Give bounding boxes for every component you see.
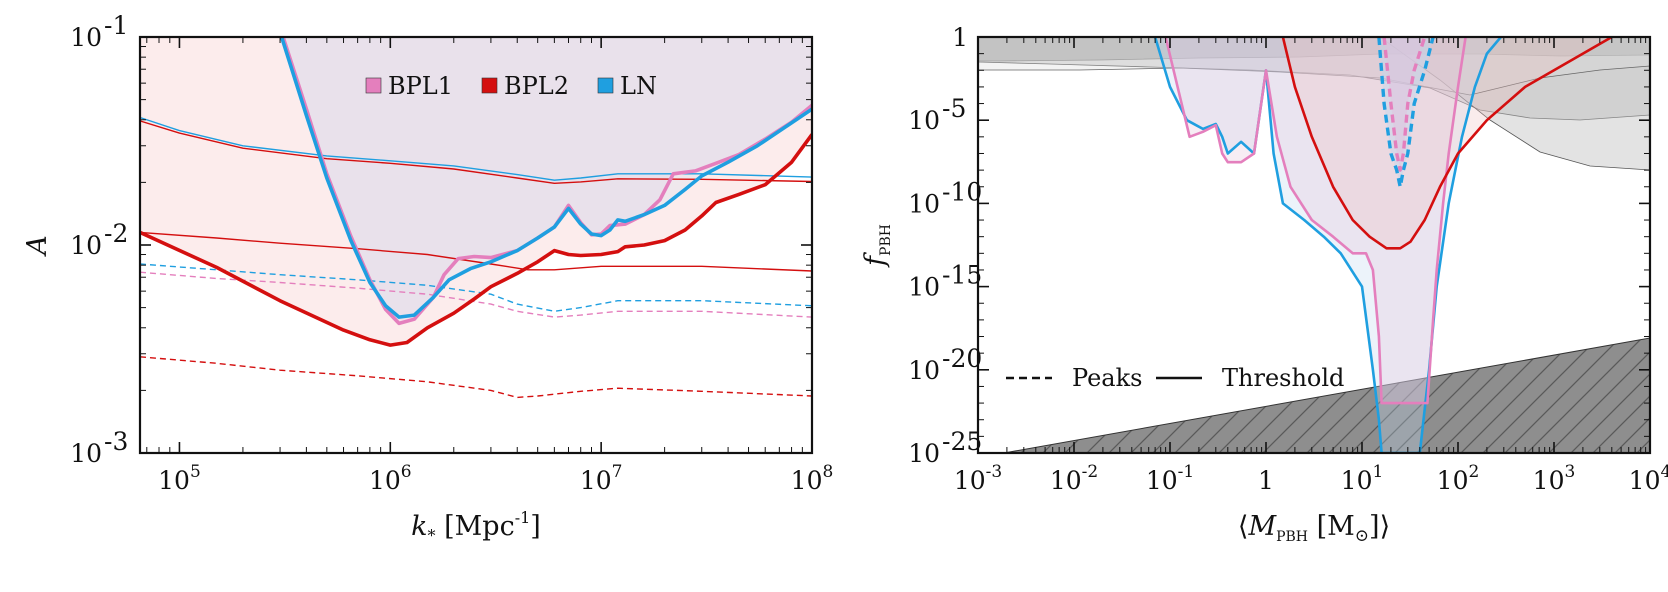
series-bpl1-dashed xyxy=(140,271,812,318)
series-bpl2-dashed xyxy=(140,356,812,399)
right-x-tick-label: 1 xyxy=(1258,466,1274,495)
legend-label-bpl2: BPL2 xyxy=(504,72,569,100)
right-y-tick-label: 10 xyxy=(908,189,940,218)
right-x-tick-label: 103 xyxy=(1533,462,1576,495)
constraint-region-right xyxy=(1379,37,1650,171)
legend-label-bpl1: BPL1 xyxy=(388,72,453,100)
series-bpl1-solid xyxy=(1164,37,1467,405)
series-bpl2-solid xyxy=(1281,37,1615,250)
region-bpl2-solid xyxy=(1282,37,1612,249)
series-bpl2-thin xyxy=(140,231,812,272)
region-bpl1-dashed xyxy=(1384,37,1425,171)
left-plot-area xyxy=(140,37,812,399)
right-y-axis-label: fPBH xyxy=(860,224,894,268)
right-panel: 10-3 10-2 10-1 1 101 102 103 10410-2510-2010-15… xyxy=(860,23,1668,546)
constraint-region-mid xyxy=(978,37,1650,121)
right-y-tick-label: 10 xyxy=(908,273,940,302)
left-x-tick-label: 105 xyxy=(158,462,201,495)
right-x-tick-label: 104 xyxy=(1629,462,1668,495)
left-x-tick-label: 106 xyxy=(369,462,412,495)
left-y-axis-label: A xyxy=(22,235,53,258)
right-x-tick-label: 10-3 xyxy=(954,462,1002,495)
left-y-tick-exponent: -2 xyxy=(104,219,128,248)
series-ln-thick xyxy=(279,37,812,319)
region-ln-dashed xyxy=(1378,37,1434,187)
left-series-lines xyxy=(140,37,812,399)
right-legend: Peaks Threshold xyxy=(1006,364,1344,392)
right-y-tick-exponent: -5 xyxy=(942,94,966,123)
left-x-tick-label: 108 xyxy=(791,462,834,495)
right-series-lines xyxy=(1153,37,1615,453)
legend-label-ln: LN xyxy=(620,72,657,100)
series-ln-solid xyxy=(1153,37,1502,453)
left-x-tick-label: 107 xyxy=(580,462,623,495)
constraint-region-dark-top xyxy=(978,37,1650,62)
right-x-axis-label: ⟨MPBH [M⊙]⟩ xyxy=(1238,511,1390,546)
right-y-tick-label: 10 xyxy=(908,439,940,468)
right-y-tick-exponent: -20 xyxy=(942,344,982,373)
right-plot-area xyxy=(978,37,1650,453)
legend-label-threshold: Threshold xyxy=(1222,364,1344,392)
left-y-tick-exponent: -1 xyxy=(104,11,128,40)
right-x-tick-label: 101 xyxy=(1341,462,1384,495)
right-y-tick-exponent: -15 xyxy=(942,261,982,290)
left-axes-frame xyxy=(138,35,814,455)
series-ln-thin xyxy=(140,116,812,181)
right-y-tick-label: 1 xyxy=(952,23,968,52)
region-bpl1 xyxy=(283,37,812,324)
right-x-tick-label: 10-1 xyxy=(1146,462,1194,495)
left-x-axis-label: k* [Mpc-1] xyxy=(411,508,541,545)
right-axes-frame xyxy=(976,35,1652,455)
right-y-tick-exponent: -25 xyxy=(942,427,982,456)
left-y-tick-label: 10 xyxy=(70,231,102,260)
legend-swatch-bpl1 xyxy=(365,77,382,94)
legend-label-peaks: Peaks xyxy=(1072,364,1142,392)
series-ln-dashed xyxy=(1377,37,1435,189)
legend-swatch-ln xyxy=(597,77,614,94)
left-y-tick-label: 10 xyxy=(70,439,102,468)
series-bpl2-thick xyxy=(140,133,812,347)
series-bpl2-thin xyxy=(140,120,812,184)
right-y-tick-exponent: -10 xyxy=(942,177,982,206)
right-y-tick-label: 10 xyxy=(908,356,940,385)
region-bpl1-solid xyxy=(1165,37,1466,404)
constraint-regions xyxy=(978,37,1650,453)
right-tick-labels: 10-3 10-2 10-1 1 101 102 103 10410-2510-2010-15… xyxy=(908,23,1668,495)
left-y-tick-label: 10 xyxy=(70,23,102,52)
left-legend: BPL1 BPL2 LN xyxy=(365,72,657,100)
legend-swatch-bpl2 xyxy=(481,77,498,94)
right-y-tick-label: 10 xyxy=(908,106,940,135)
right-x-tick-label: 102 xyxy=(1437,462,1480,495)
left-y-tick-exponent: -3 xyxy=(104,427,128,456)
region-ln xyxy=(281,37,812,318)
hatched-excluded-region xyxy=(1003,337,1650,453)
right-x-tick-label: 10-2 xyxy=(1050,462,1098,495)
